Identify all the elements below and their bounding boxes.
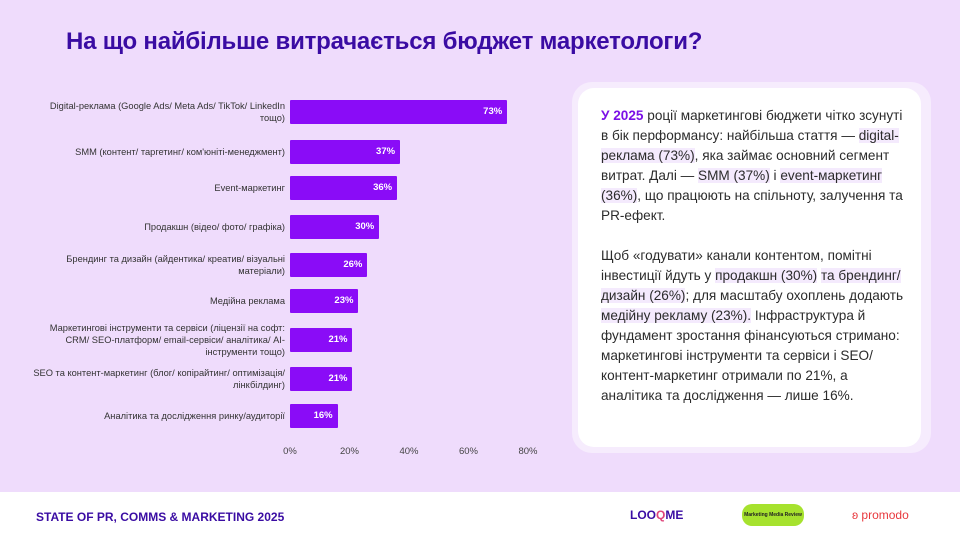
data-label: 36% — [373, 182, 393, 193]
looqme-logo: LOOQME — [630, 508, 684, 522]
summary-panel: У 2025 роції маркетингові бюджети чітко … — [578, 88, 921, 447]
bar: 73% — [290, 100, 508, 124]
text-span: Щоб «годувати» канали контентом, помітні… — [601, 248, 872, 283]
text-span: і — [769, 168, 781, 183]
bar: 37% — [290, 140, 401, 164]
highlighted-text: продакшн (30%) — [715, 268, 818, 283]
category-label: Event-маркетинг — [214, 183, 285, 193]
category-label: SEO та контент-маркетинг (блог/ копірайт… — [33, 368, 285, 390]
footer-title: STATE OF PR, COMMS & MARKETING 2025 — [36, 510, 285, 524]
data-label: 30% — [355, 221, 375, 232]
x-tick-label: 60% — [458, 446, 479, 457]
bar: 26% — [290, 253, 368, 277]
summary-paragraph-1: У 2025 роції маркетингові бюджети чітко … — [601, 106, 905, 226]
emphasis-text: У 2025 — [601, 108, 644, 123]
category-label: Аналітика та дослідження ринку/аудиторії — [104, 411, 285, 421]
data-label: 73% — [483, 106, 503, 117]
data-label: 26% — [343, 259, 363, 270]
text-span: , яка займає основний сегмент витрат. Да… — [601, 148, 890, 183]
data-label: 37% — [376, 146, 396, 157]
text-span: ; для масштабу охоплень додають — [685, 288, 904, 303]
promodo-logo: ʚ promodo — [852, 508, 909, 522]
bar: 16% — [290, 404, 338, 428]
data-label: 21% — [328, 334, 348, 345]
category-label: Маркетингові інструменти та сервіси (ліц… — [49, 323, 285, 357]
bar: 21% — [290, 367, 353, 391]
bar: 36% — [290, 176, 398, 200]
data-label: 21% — [328, 373, 348, 384]
footer: STATE OF PR, COMMS & MARKETING 2025 LOOQ… — [0, 492, 960, 540]
category-label: Продакшн (відео/ фото/ графіка) — [144, 222, 285, 232]
category-label: Digital-реклама (Google Ads/ Meta Ads/ T… — [49, 101, 285, 123]
x-tick-label: 80% — [518, 446, 538, 457]
highlighted-text: медійну рекламу (23%). — [601, 308, 752, 323]
bar: 23% — [290, 289, 359, 313]
marketing-media-review-logo: Marketing Media Review — [742, 504, 804, 526]
category-label: SMM (контент/ таргетинг/ ком'юніті-менед… — [75, 147, 285, 157]
summary-paragraph-2: Щоб «годувати» канали контентом, помітні… — [601, 246, 905, 406]
bar: 21% — [290, 328, 353, 352]
x-tick-label: 0% — [283, 446, 297, 457]
x-tick-label: 40% — [399, 446, 419, 457]
category-label: Брендинг та дизайн (айдентика/ креатив/ … — [66, 254, 285, 276]
data-label: 16% — [313, 410, 333, 421]
text-span: Інфраструктура й фундамент зростання фін… — [601, 308, 900, 403]
bar: 30% — [290, 215, 380, 239]
text-span: роції маркетингові бюджети чітко зсунуті… — [601, 108, 903, 143]
data-label: 23% — [334, 295, 354, 306]
page-title: На що найбільше витрачається бюджет марк… — [66, 28, 703, 55]
bar-chart: Digital-реклама (Google Ads/ Meta Ads/ T… — [33, 100, 538, 457]
x-tick-label: 20% — [339, 446, 360, 457]
text-span: , що працюють на спільноту, залучення та… — [601, 188, 903, 223]
highlighted-text: SMM (37%) — [698, 168, 770, 183]
category-label: Медійна реклама — [209, 296, 285, 306]
